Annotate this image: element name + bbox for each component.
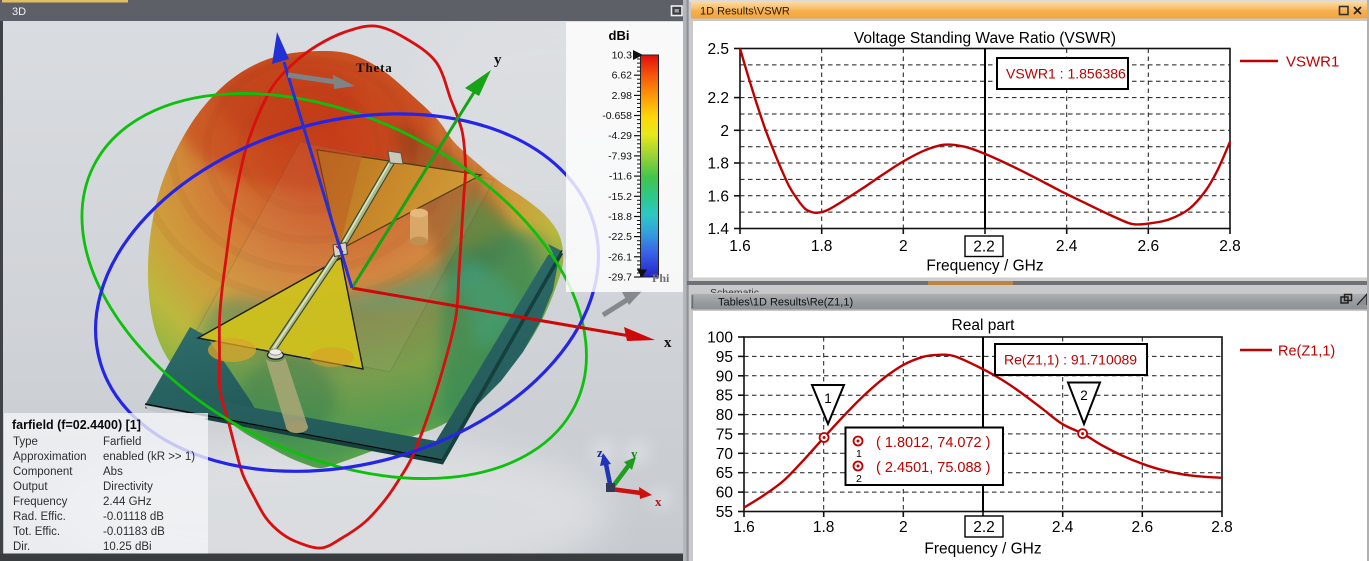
svg-text:x: x (664, 335, 672, 351)
svg-text:-11.6: -11.6 (609, 171, 632, 183)
svg-text:1.8: 1.8 (811, 238, 833, 255)
svg-text:1.8: 1.8 (813, 519, 835, 536)
svg-text:Frequency: Frequency (13, 496, 68, 508)
svg-text:2.2: 2.2 (707, 90, 729, 107)
svg-text:1.6: 1.6 (729, 238, 751, 255)
svg-text:Tables\1D Results\Re(Z1,1): Tables\1D Results\Re(Z1,1) (718, 297, 853, 309)
svg-text:Re(Z1,1) : 91.710089: Re(Z1,1) : 91.710089 (1004, 352, 1137, 368)
svg-text:VSWR1 : 1.856386: VSWR1 : 1.856386 (1006, 66, 1126, 82)
svg-text:2: 2 (899, 238, 908, 255)
svg-text:Dir.: Dir. (13, 541, 30, 553)
svg-text:Tot. Effic.: Tot. Effic. (13, 526, 60, 538)
svg-text:60: 60 (716, 485, 734, 502)
svg-text:Frequency / GHz: Frequency / GHz (924, 541, 1041, 558)
svg-text:2.8: 2.8 (1219, 238, 1241, 255)
svg-text:2.4: 2.4 (1056, 238, 1078, 255)
svg-text:100: 100 (707, 330, 733, 347)
svg-text:-7.93: -7.93 (608, 150, 632, 162)
svg-text:farfield (f=02.4400) [1]: farfield (f=02.4400) [1] (12, 418, 141, 432)
svg-text:1: 1 (856, 448, 862, 460)
svg-text:Approximation: Approximation (13, 451, 87, 463)
svg-text:Rad. Effic.: Rad. Effic. (13, 511, 66, 523)
svg-text:10.25 dBi: 10.25 dBi (103, 541, 152, 553)
svg-text:Theta: Theta (356, 60, 393, 75)
svg-text:Component: Component (13, 466, 73, 478)
svg-text:-4.29: -4.29 (608, 130, 632, 142)
svg-text:1.6: 1.6 (707, 188, 729, 205)
svg-text:-0.658: -0.658 (602, 110, 632, 122)
svg-text:2: 2 (720, 123, 729, 140)
svg-text:2.2: 2.2 (973, 239, 995, 256)
svg-text:3D: 3D (12, 6, 26, 18)
svg-text:Directivity: Directivity (103, 481, 153, 493)
svg-text:1: 1 (824, 391, 832, 406)
svg-text:1.4: 1.4 (707, 221, 729, 238)
svg-text:Voltage Standing Wave Ratio (V: Voltage Standing Wave Ratio (VSWR) (854, 30, 1116, 47)
svg-text:2.98: 2.98 (612, 90, 633, 102)
svg-text:1.6: 1.6 (733, 519, 755, 536)
svg-text:10.3: 10.3 (612, 50, 633, 62)
svg-text:Abs: Abs (103, 466, 123, 478)
svg-text:y: y (631, 446, 638, 461)
svg-text:Output: Output (13, 481, 48, 493)
svg-text:2: 2 (856, 473, 862, 485)
svg-text:80: 80 (716, 407, 734, 424)
svg-text:65: 65 (716, 465, 733, 482)
svg-text:-29.7: -29.7 (608, 272, 632, 284)
svg-text:-26.1: -26.1 (608, 251, 632, 263)
svg-text:VSWR1: VSWR1 (1286, 54, 1339, 71)
svg-text:y: y (494, 52, 502, 68)
svg-text:x: x (655, 494, 662, 509)
svg-text:-22.5: -22.5 (608, 231, 632, 243)
svg-text:Phi: Phi (652, 271, 670, 285)
svg-text:enabled (kR >> 1): enabled (kR >> 1) (103, 451, 195, 463)
svg-text:2.5: 2.5 (707, 41, 729, 58)
svg-text:2.4: 2.4 (1052, 519, 1074, 536)
svg-text:2: 2 (1080, 388, 1088, 403)
svg-text:2: 2 (899, 519, 908, 536)
svg-text:-18.8: -18.8 (608, 211, 632, 223)
svg-text:-0.01183 dB: -0.01183 dB (103, 526, 165, 538)
svg-text:85: 85 (716, 388, 733, 405)
svg-text:Frequency / GHz: Frequency / GHz (926, 258, 1043, 275)
svg-text:2.44 GHz: 2.44 GHz (103, 496, 152, 508)
svg-text:Farfield: Farfield (103, 436, 141, 448)
svg-text:2.8: 2.8 (1211, 519, 1233, 536)
svg-text:55: 55 (716, 504, 733, 521)
svg-text:Real part: Real part (952, 317, 1016, 334)
svg-text:( 2.4501, 75.088 ): ( 2.4501, 75.088 ) (876, 460, 990, 476)
svg-text:dBi: dBi (609, 28, 630, 43)
svg-text:90: 90 (716, 368, 734, 385)
svg-text:6.62: 6.62 (612, 70, 633, 82)
svg-text:75: 75 (716, 426, 733, 443)
svg-text:1.8: 1.8 (707, 156, 729, 173)
svg-text:Type: Type (13, 436, 38, 448)
svg-text:z: z (597, 445, 603, 460)
svg-text:-15.2: -15.2 (608, 191, 632, 203)
svg-text:Re(Z1,1): Re(Z1,1) (1278, 344, 1335, 360)
svg-text:1D Results\VSWR: 1D Results\VSWR (700, 6, 790, 18)
svg-text:( 1.8012, 74.072 ): ( 1.8012, 74.072 ) (876, 435, 990, 451)
svg-text:-0.01118 dB: -0.01118 dB (103, 511, 164, 523)
svg-text:70: 70 (716, 446, 734, 463)
svg-text:95: 95 (716, 349, 733, 366)
svg-text:2.2: 2.2 (973, 519, 995, 536)
svg-text:2.6: 2.6 (1138, 238, 1160, 255)
svg-text:2.6: 2.6 (1132, 519, 1154, 536)
